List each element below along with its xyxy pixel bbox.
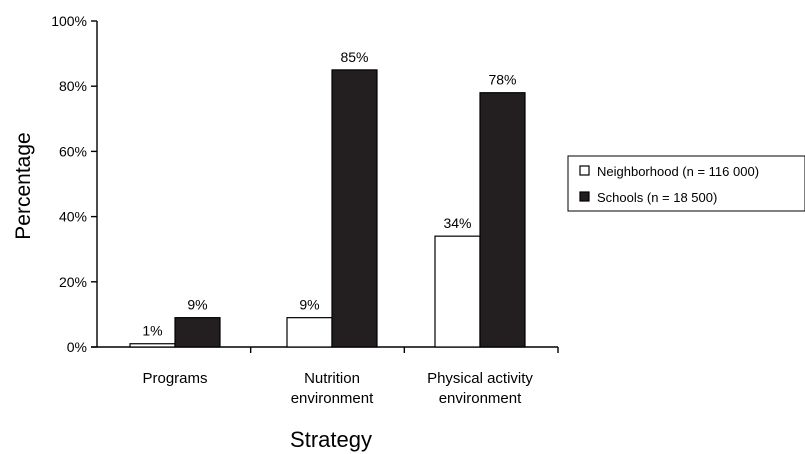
data-label: 9% [299,297,319,313]
data-label: 34% [443,215,471,231]
legend-label-schools: Schools (n = 18 500) [597,190,717,205]
y-tick-label: 80% [59,78,87,94]
y-tick-label: 20% [59,274,87,290]
bar-neighborhood [129,343,176,348]
x-axis-title: Strategy [290,427,372,452]
bar-schools [479,92,526,348]
bar-neighborhood [434,235,481,348]
bar-neighborhood [286,317,333,348]
bar-schools [331,69,378,348]
axes: 0% 20% 40% 60% 80% 100% Programs Nutrition envir… [51,13,559,407]
x-tick-label: Nutrition environment [291,370,374,407]
value-labels: 1% 9% 34% 9% 85% 78% [142,49,516,339]
legend: Neighborhood (n = 116 000) Schools (n = … [567,155,805,212]
bars [129,69,526,348]
data-label: 1% [142,323,162,339]
data-label: 9% [187,297,207,313]
y-tick-label: 60% [59,143,87,159]
legend-swatch-schools [579,191,590,202]
legend-swatch-neighborhood [579,165,590,176]
legend-label-neighborhood: Neighborhood (n = 116 000) [597,164,759,179]
data-label: 78% [488,72,516,88]
y-tick-label: 0% [67,339,87,355]
x-tick-label: Physical activity environment [427,370,533,407]
y-tick-label: 100% [51,13,87,29]
x-tick-label: Programs [142,370,207,387]
data-label: 85% [340,49,368,65]
bar-schools [174,317,221,348]
legend-box [567,155,805,212]
y-tick-label: 40% [59,209,87,225]
y-axis-title: Percentage [12,132,35,239]
